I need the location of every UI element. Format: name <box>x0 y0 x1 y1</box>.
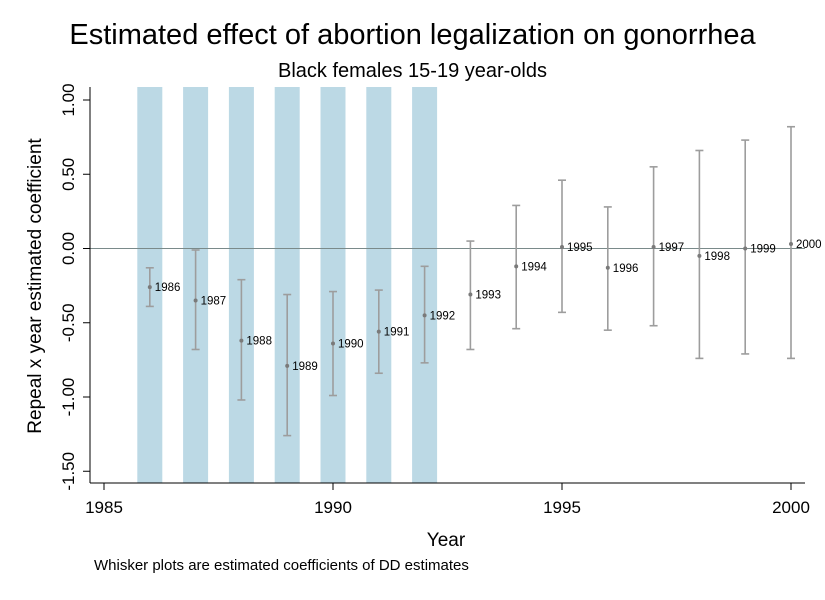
axes: 1.00 0.50 0.00 -0.50 -1.00 -1.50 1985 1990 1995 2… <box>59 83 810 517</box>
point-label-1992: 1992 <box>430 310 456 322</box>
estimate-point-2000 <box>789 242 793 247</box>
chart-subtitle: Black females 15-19 year-olds <box>277 60 547 82</box>
whisker-1993: 1993 <box>466 240 501 351</box>
whisker-1997: 1997 <box>649 166 685 327</box>
x-tick-label-0: 1985 <box>85 498 123 517</box>
whisker-1991: 1991 <box>374 289 410 375</box>
x-tick-label-1: 1990 <box>314 498 352 517</box>
estimate-point-1989 <box>285 363 290 368</box>
estimate-point-1990 <box>331 341 335 346</box>
whisker-1995: 1995 <box>558 179 593 314</box>
estimate-point-1994 <box>514 264 519 269</box>
point-label-1997: 1997 <box>659 242 685 254</box>
estimate-point-1992 <box>422 313 427 318</box>
estimate-point-1995 <box>560 245 564 250</box>
estimate-point-1996 <box>605 265 610 270</box>
whisker-1999: 1999 <box>741 139 776 355</box>
point-label-1993: 1993 <box>475 290 501 302</box>
point-label-1990: 1990 <box>338 339 364 351</box>
whisker-2000: 2000 <box>787 125 822 360</box>
point-label-1999: 1999 <box>750 244 776 256</box>
x-axis-label: Year <box>427 530 466 551</box>
y-tick-label-0: 1.00 <box>59 83 78 116</box>
whisker-group: 1986 1987 1988 1989 1990 1991 1992 1993 1994 1995… <box>145 125 822 437</box>
y-tick-label-4: -1.00 <box>59 378 78 417</box>
point-label-1996: 1996 <box>613 263 639 275</box>
estimate-point-1991 <box>376 329 381 334</box>
whisker-1988: 1988 <box>237 278 272 401</box>
y-tick-label-5: -1.50 <box>59 452 78 491</box>
estimate-point-1993 <box>468 292 473 297</box>
whisker-1992: 1992 <box>420 265 456 364</box>
point-label-1986: 1986 <box>155 282 181 294</box>
whisker-1987: 1987 <box>191 249 227 351</box>
shaded-bar-1990 <box>320 87 346 483</box>
whisker-1989: 1989 <box>283 293 318 437</box>
point-label-1987: 1987 <box>201 295 227 307</box>
point-label-1995: 1995 <box>567 242 593 254</box>
whisker-1996: 1996 <box>603 206 639 331</box>
chart-title: Estimated effect of abortion legalizatio… <box>69 19 756 51</box>
point-label-1988: 1988 <box>246 336 272 348</box>
whisker-1990: 1990 <box>329 290 364 397</box>
point-label-1998: 1998 <box>704 251 730 263</box>
estimate-point-1988 <box>239 338 244 343</box>
point-label-2000: 2000 <box>796 239 822 251</box>
shaded-bar-1991 <box>366 87 392 483</box>
point-label-1989: 1989 <box>292 361 318 373</box>
x-tick-label-2: 1995 <box>543 498 581 517</box>
x-tick-label-3: 2000 <box>772 498 810 517</box>
estimate-point-1987 <box>193 298 198 303</box>
estimate-point-1986 <box>147 285 152 290</box>
point-label-1994: 1994 <box>521 261 547 273</box>
y-tick-label-3: -0.50 <box>59 303 78 342</box>
y-tick-label-2: 0.00 <box>59 232 78 265</box>
treatment-period-shading <box>137 87 438 483</box>
whisker-1998: 1998 <box>695 149 730 360</box>
estimate-point-1997 <box>651 245 656 250</box>
whisker-1994: 1994 <box>512 204 547 330</box>
estimate-point-1998 <box>697 253 702 258</box>
point-label-1991: 1991 <box>384 327 410 339</box>
whisker-1986: 1986 <box>145 267 181 308</box>
y-tick-label-1: 0.50 <box>59 158 78 191</box>
estimate-point-1999 <box>743 246 748 251</box>
footnote: Whisker plots are estimated coefficients… <box>94 557 469 574</box>
y-axis-label: Repeal x year estimated coefficient <box>25 138 46 434</box>
